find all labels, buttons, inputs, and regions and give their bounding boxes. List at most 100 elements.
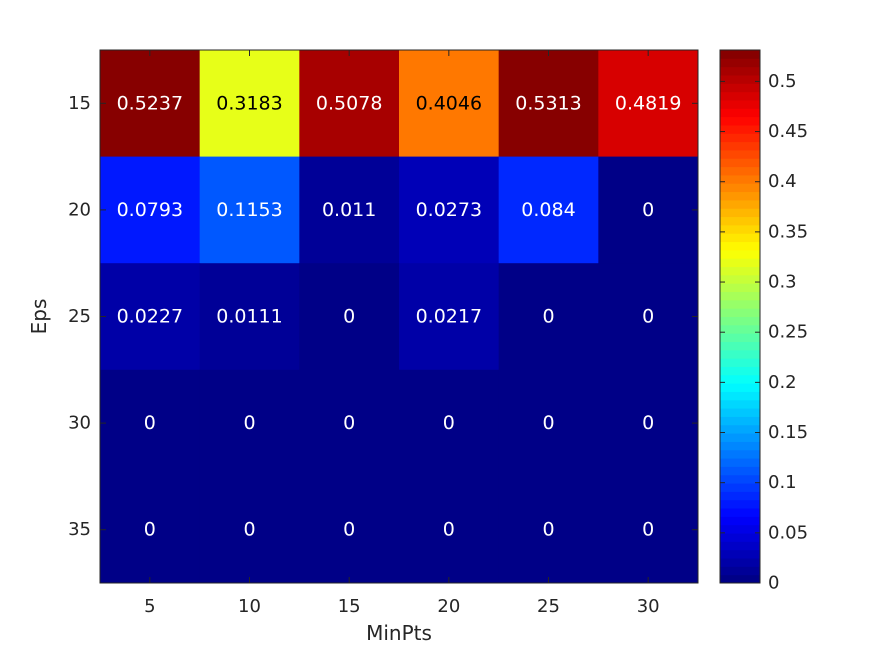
x-tick-label: 30 [637,596,660,617]
colorbar-segment [720,574,760,584]
cell-value-label: 0.0793 [117,199,183,221]
cell-value-label: 0 [642,199,654,221]
cell-value-label: 0 [542,519,554,541]
heatmap-cell [498,263,599,371]
colorbar-segment [720,441,760,451]
colorbar-segment [720,316,760,326]
cell-value-label: 0.0217 [416,306,482,328]
colorbar-segment [720,99,760,109]
colorbar-segment [720,366,760,376]
heatmap-cell [598,156,699,264]
cell-value-label: 0.011 [322,199,376,221]
colorbar-segment [720,408,760,417]
colorbar-segment [720,308,760,317]
heatmap-cell [299,263,400,371]
heatmap-cell [399,369,500,477]
colorbar-segment [720,549,760,559]
colorbar-segment [720,433,760,442]
cell-value-label: 0 [642,412,654,434]
colorbar-tick-label: 0.35 [768,221,808,242]
cell-value-label: 0.1153 [216,199,282,221]
colorbar-segment [720,83,760,93]
heatmap-cells [100,50,699,584]
colorbar: 0 0.05 0.1 0.15 0.2 0.25 0.3 0.35 0.4 0.45 0.5 [719,49,808,594]
cell-value-label: 0.4046 [416,92,482,114]
heatmap-cell [199,476,300,584]
cell-value-label: 0.5237 [117,92,183,114]
heatmap-cell [299,476,400,584]
colorbar-segment [720,508,760,517]
colorbar-segment [720,249,760,259]
x-axis-label: MinPts [366,621,432,645]
cell-value-label: 0.0273 [416,199,482,221]
colorbar-tick-label: 0.3 [768,272,797,293]
cell-value-label: 0 [642,519,654,541]
x-tick-label: 15 [338,596,361,617]
colorbar-tick-label: 0.25 [768,322,808,343]
heatmap-cell [598,263,699,371]
heatmap-cell [598,369,699,477]
colorbar-segment [720,483,760,492]
colorbar-frame [719,49,761,584]
colorbar-segment [720,291,760,301]
colorbar-segment [720,283,760,293]
colorbar-segment [720,74,760,84]
colorbar-segment [720,524,760,534]
heatmap-cell [598,50,699,158]
heatmap-cell [199,263,300,371]
heatmap-cell [199,369,300,477]
colorbar-segment [720,91,760,101]
cell-value-label: 0.5313 [515,92,581,114]
heatmap-cell [399,476,500,584]
x-tick-label: 25 [537,596,560,617]
colorbar-segment [720,416,760,426]
colorbar-segment [720,166,760,176]
colorbar-tick-label: 0.1 [768,472,797,493]
colorbar-segment [720,274,760,284]
heatmap-cell [498,50,599,158]
x-axis-ticks: 5 10 15 20 25 30 [144,50,660,617]
colorbar-segment [720,108,760,118]
cell-value-label: 0 [542,412,554,434]
heatmap-cell-labels: 0.5237 0.3183 0.5078 0.4046 0.5313 0.4819 0.07… [117,92,682,540]
heatmap-cell [199,50,300,158]
cell-value-label: 0 [243,412,255,434]
cell-value-label: 0 [343,306,355,328]
colorbar-segment [720,474,760,484]
y-tick-label: 35 [68,519,91,540]
colorbar-segment [720,174,760,184]
colorbar-segment [720,66,760,76]
heatmap-cell [299,369,400,477]
y-tick-label: 15 [68,93,91,114]
cell-value-label: 0 [343,412,355,434]
heatmap-cell [100,263,201,371]
cell-value-label: 0 [144,519,156,541]
x-tick-label: 20 [437,596,460,617]
colorbar-segment [720,241,760,251]
colorbar-segment [720,533,760,542]
colorbar-segment [720,149,760,159]
colorbar-segment [720,258,760,268]
cell-value-label: 0.0111 [216,306,282,328]
cell-value-label: 0 [642,306,654,328]
heatmap-cell [199,156,300,264]
colorbar-segment [720,324,760,334]
colorbar-segment [720,124,760,134]
colorbar-tick-label: 0 [768,573,779,594]
colorbar-segment [720,133,760,143]
colorbar-segment [720,141,760,151]
colorbar-segment [720,374,760,384]
heatmap-cell [299,50,400,158]
colorbar-tick-label: 0.45 [768,121,808,142]
colorbar-segment [720,208,760,218]
colorbar-segment [720,458,760,467]
heatmap-cell [100,369,201,477]
y-tick-label: 30 [68,413,91,434]
colorbar-segment [720,50,760,59]
y-tick-label: 20 [68,199,91,220]
colorbar-segment [720,558,760,567]
colorbar-tick-label: 0.05 [768,522,808,543]
cell-value-label: 0.5078 [316,92,382,114]
heatmap-cell [399,156,500,264]
